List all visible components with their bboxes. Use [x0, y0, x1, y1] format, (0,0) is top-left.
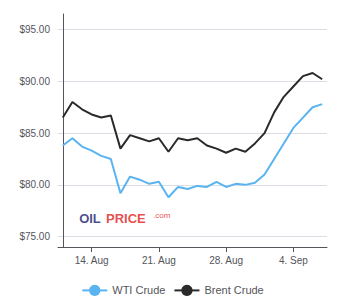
svg-text:$80.00: $80.00	[19, 179, 50, 190]
svg-text:21. Aug: 21. Aug	[142, 255, 176, 266]
svg-text:$85.00: $85.00	[19, 128, 50, 139]
svg-text:Brent Crude: Brent Crude	[204, 284, 263, 296]
svg-text:14. Aug: 14. Aug	[75, 255, 109, 266]
svg-text:$75.00: $75.00	[19, 231, 50, 242]
svg-text:PRICE: PRICE	[106, 211, 146, 226]
svg-text:$90.00: $90.00	[19, 76, 50, 87]
svg-text:WTI Crude: WTI Crude	[112, 284, 165, 296]
svg-text:OIL: OIL	[79, 211, 101, 226]
svg-text:$95.00: $95.00	[19, 24, 50, 35]
svg-text:.com: .com	[153, 211, 171, 220]
svg-text:4. Sep: 4. Sep	[279, 255, 308, 266]
svg-text:28. Aug: 28. Aug	[209, 255, 243, 266]
